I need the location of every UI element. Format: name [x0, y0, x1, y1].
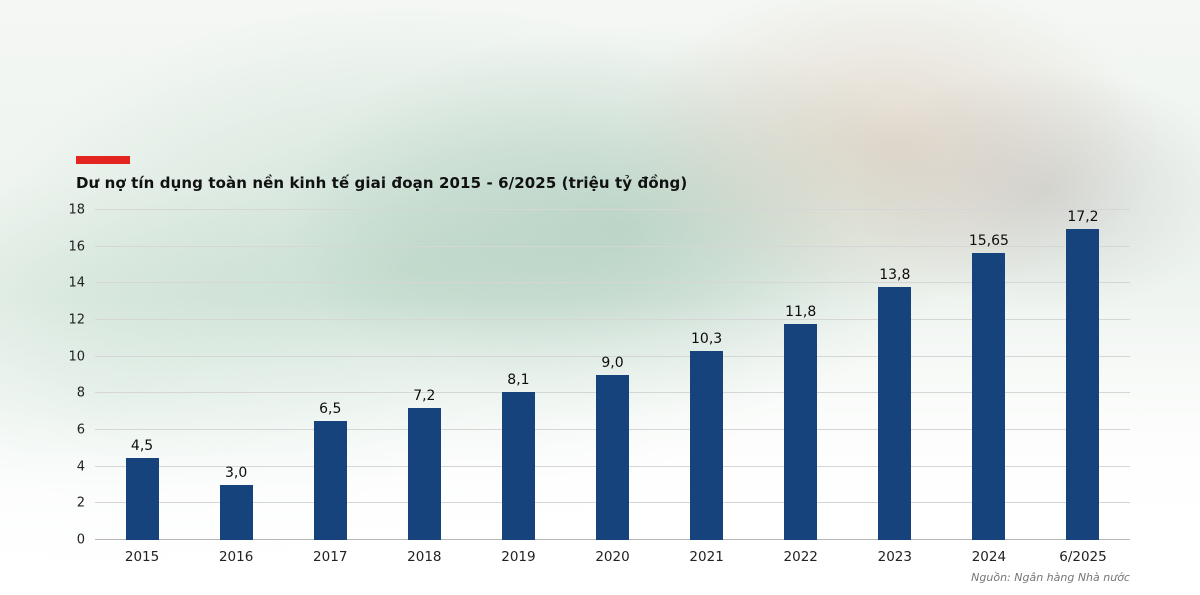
- chart-title: Dư nợ tín dụng toàn nền kinh tế giai đoạ…: [76, 174, 688, 192]
- bar-value-label: 3,0: [225, 465, 248, 481]
- bar: [972, 253, 1006, 540]
- x-axis-label: 2015: [124, 549, 160, 565]
- x-axis-label: 2018: [407, 549, 442, 565]
- bar-column: 8,1 2019: [471, 210, 565, 564]
- y-axis-tick-label: 0: [76, 532, 85, 548]
- bar-value-label: 4,5: [130, 437, 154, 454]
- gridline: [95, 319, 1130, 320]
- bar-column: 15,65 2024: [942, 210, 1036, 563]
- bar-column: 10,3 2021: [660, 210, 754, 563]
- y-axis-tick-label: 18: [68, 202, 85, 218]
- bar-value-label: 13,8: [879, 267, 911, 283]
- bar-column: 3,0 2016: [189, 210, 283, 564]
- y-axis-tick-label: 2: [76, 495, 85, 511]
- bars-layer: 4,5 2015 3,0 2016 6,5 2017 7,2 2018 8,1 2019 9,0 20…: [95, 209, 1130, 564]
- y-axis-tick-label: 8: [76, 385, 85, 401]
- y-axis-tick-label: 10: [68, 349, 85, 365]
- bar: [313, 420, 347, 540]
- bar: [407, 408, 441, 540]
- bar: [219, 485, 253, 540]
- bar-value-label: 11,8: [785, 303, 817, 320]
- bar: [1066, 229, 1100, 540]
- x-axis-label: 2019: [501, 549, 536, 565]
- bar-value-label: 7,2: [413, 388, 436, 404]
- bar: [596, 375, 630, 540]
- bar: [784, 323, 818, 540]
- bar-value-label: 17,2: [1067, 209, 1099, 225]
- x-axis-label: 2017: [313, 549, 348, 565]
- bar-value-label: 6,5: [319, 400, 342, 417]
- bar-column: 7,2 2018: [377, 210, 471, 564]
- bar-chart: 0 2 4 6 8 10 12 14 16 18 4,5 2015 3,0 2016 6,5 2017 7,2…: [68, 204, 1130, 564]
- gridline: [95, 245, 1130, 247]
- bar-column: 4,5 2015: [95, 210, 189, 564]
- source-credit: Nguồn: Ngân hàng Nhà nước: [971, 571, 1130, 584]
- x-axis-label: 2016: [218, 549, 254, 565]
- y-axis-tick-label: 16: [68, 239, 85, 255]
- gridline: [95, 209, 1130, 210]
- bar-column: 17,2 6/2025: [1036, 209, 1130, 564]
- bar-column: 13,8 2023: [848, 210, 942, 564]
- bar-value-label: 8,1: [507, 371, 530, 388]
- bar-value-label: 15,65: [968, 233, 1009, 250]
- bar-value-label: 9,0: [601, 355, 624, 371]
- x-axis-label: 2023: [877, 549, 912, 565]
- gridline: [95, 282, 1130, 284]
- gridline: [95, 355, 1130, 357]
- y-axis-tick-label: 6: [76, 422, 85, 438]
- bar-value-label: 10,3: [691, 331, 723, 348]
- bar-column: 6,5 2017: [283, 210, 377, 564]
- bar: [125, 457, 159, 540]
- y-axis-tick-label: 4: [76, 459, 85, 475]
- x-axis-label: 6/2025: [1059, 549, 1107, 565]
- bar: [878, 287, 912, 540]
- bar-column: 9,0 2020: [565, 210, 659, 564]
- x-axis-label: 2021: [689, 549, 724, 565]
- bar-column: 11,8 2022: [754, 210, 848, 564]
- y-axis-tick-label: 14: [68, 275, 85, 291]
- bar: [501, 391, 535, 540]
- x-axis-label: 2024: [971, 549, 1007, 565]
- x-axis-label: 2020: [595, 549, 630, 565]
- y-axis-tick-label: 12: [68, 312, 85, 328]
- bar: [690, 351, 724, 540]
- title-accent-bar: [76, 156, 130, 164]
- x-axis-label: 2022: [783, 549, 818, 565]
